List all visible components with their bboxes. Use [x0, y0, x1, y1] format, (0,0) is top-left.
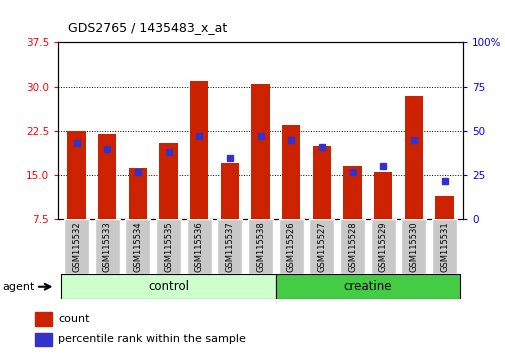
- Bar: [159, 143, 177, 219]
- Text: GSM115531: GSM115531: [439, 222, 448, 272]
- Text: GSM115530: GSM115530: [409, 222, 418, 272]
- Bar: [67, 131, 86, 219]
- FancyBboxPatch shape: [400, 219, 426, 274]
- Bar: [373, 172, 392, 219]
- FancyBboxPatch shape: [370, 219, 395, 274]
- Bar: [190, 81, 208, 219]
- FancyBboxPatch shape: [247, 219, 273, 274]
- Text: GSM115537: GSM115537: [225, 222, 234, 272]
- FancyBboxPatch shape: [278, 219, 303, 274]
- FancyBboxPatch shape: [94, 219, 120, 274]
- Text: GSM115536: GSM115536: [194, 222, 204, 272]
- Bar: [281, 125, 300, 219]
- FancyBboxPatch shape: [156, 219, 181, 274]
- Text: control: control: [148, 280, 189, 293]
- FancyBboxPatch shape: [217, 219, 242, 274]
- Text: GSM115535: GSM115535: [164, 222, 173, 272]
- Bar: [312, 146, 330, 219]
- Bar: [128, 168, 147, 219]
- Bar: [98, 134, 116, 219]
- Bar: [343, 166, 361, 219]
- FancyBboxPatch shape: [339, 219, 365, 274]
- Text: GSM115528: GSM115528: [347, 222, 357, 272]
- Text: GSM115527: GSM115527: [317, 222, 326, 272]
- Text: agent: agent: [3, 282, 35, 292]
- FancyBboxPatch shape: [309, 219, 334, 274]
- Bar: [35, 312, 52, 326]
- FancyBboxPatch shape: [125, 219, 150, 274]
- Text: GSM115534: GSM115534: [133, 222, 142, 272]
- Text: GSM115526: GSM115526: [286, 222, 295, 272]
- FancyBboxPatch shape: [431, 219, 456, 274]
- Bar: [220, 164, 239, 219]
- Bar: [251, 84, 269, 219]
- Bar: [404, 96, 422, 219]
- Text: GSM115529: GSM115529: [378, 222, 387, 272]
- Bar: [434, 196, 453, 219]
- FancyBboxPatch shape: [64, 219, 89, 274]
- Text: count: count: [58, 314, 89, 324]
- Bar: [35, 333, 52, 346]
- Text: creatine: creatine: [343, 280, 391, 293]
- FancyBboxPatch shape: [275, 274, 459, 299]
- Text: GSM115532: GSM115532: [72, 222, 81, 272]
- FancyBboxPatch shape: [61, 274, 275, 299]
- Text: GSM115538: GSM115538: [256, 222, 265, 272]
- Text: GSM115533: GSM115533: [103, 222, 112, 272]
- Text: percentile rank within the sample: percentile rank within the sample: [58, 335, 245, 344]
- FancyBboxPatch shape: [186, 219, 212, 274]
- Text: GDS2765 / 1435483_x_at: GDS2765 / 1435483_x_at: [68, 21, 227, 34]
